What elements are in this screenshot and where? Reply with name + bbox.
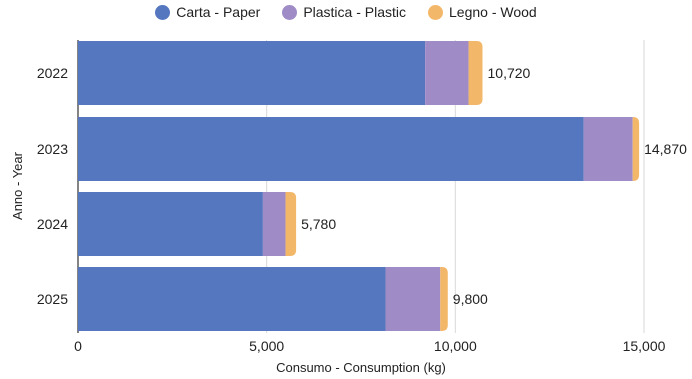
x-tick-label: 15,000: [623, 338, 666, 354]
bar-total-label: 14,870: [644, 141, 687, 157]
x-tick-label: 10,000: [434, 338, 477, 354]
legend-swatch-paper: [155, 4, 171, 20]
bar-segment-paper-2025: [78, 267, 386, 331]
bar-total-label: 9,800: [453, 291, 488, 307]
legend-swatch-wood: [428, 4, 444, 20]
x-tick-labels: 0 5,000 10,000 15,000: [74, 338, 666, 354]
legend-swatch-plastic: [282, 4, 298, 20]
y-tick-label: 2025: [37, 291, 68, 307]
legend-item-plastic: Plastica - Plastic: [282, 4, 406, 20]
legend-item-wood: Legno - Wood: [428, 4, 537, 20]
bars: [78, 41, 640, 331]
bar-segment-wood-2025: [440, 267, 448, 331]
chart-legend: Carta - Paper Plastica - Plastic Legno -…: [0, 4, 692, 20]
y-tick-label: 2022: [37, 65, 68, 81]
x-tick-label: 5,000: [249, 338, 284, 354]
data-labels: 10,720 14,870 5,780 9,800: [301, 65, 687, 307]
bar-segment-plastic-2022: [425, 41, 469, 105]
x-axis-title: Consumo - Consumption (kg): [276, 360, 446, 375]
legend-label-plastic: Plastica - Plastic: [303, 4, 407, 20]
bar-segment-plastic-2023: [583, 117, 633, 181]
bar-segment-wood-2022: [468, 41, 483, 105]
bar-segment-paper-2024: [78, 192, 263, 256]
bar-segment-paper-2023: [78, 117, 584, 181]
y-axis-title: Anno - Year: [10, 151, 25, 220]
bar-segment-plastic-2024: [262, 192, 286, 256]
y-tick-label: 2023: [37, 141, 68, 157]
y-tick-labels: 2022 2023 2024 2025: [37, 65, 68, 307]
bar-segment-wood-2023: [632, 117, 640, 181]
bar-total-label: 5,780: [301, 216, 336, 232]
x-tick-label: 0: [74, 338, 82, 354]
bar-segment-plastic-2025: [385, 267, 441, 331]
legend-label-paper: Carta - Paper: [176, 4, 261, 20]
bar-segment-paper-2022: [78, 41, 426, 105]
y-tick-label: 2024: [37, 216, 68, 232]
bar-total-label: 10,720: [488, 65, 531, 81]
legend-item-paper: Carta - Paper: [155, 4, 260, 20]
bar-segment-wood-2024: [285, 192, 297, 256]
legend-label-wood: Legno - Wood: [449, 4, 537, 20]
